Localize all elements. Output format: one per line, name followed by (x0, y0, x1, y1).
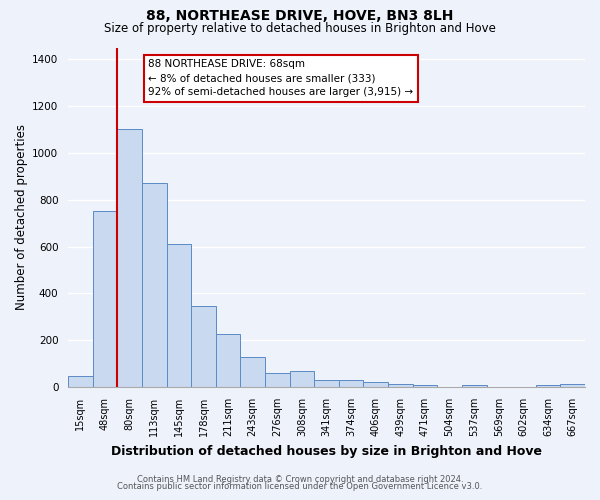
Bar (290, 371, 314, 387)
Y-axis label: Number of detached properties: Number of detached properties (15, 124, 28, 310)
Bar (68, 376, 93, 387)
Bar (314, 380, 339, 387)
Bar (388, 384, 413, 387)
Bar (536, 384, 560, 387)
Bar (265, 374, 290, 387)
Text: Size of property relative to detached houses in Brighton and Hove: Size of property relative to detached ho… (104, 22, 496, 35)
Bar (93, 212, 118, 387)
X-axis label: Distribution of detached houses by size in Brighton and Hove: Distribution of detached houses by size … (111, 444, 542, 458)
Bar (560, 384, 585, 387)
Bar (118, 130, 142, 387)
Text: 88 NORTHEASE DRIVE: 68sqm
← 8% of detached houses are smaller (333)
92% of semi-: 88 NORTHEASE DRIVE: 68sqm ← 8% of detach… (148, 60, 413, 98)
Bar (462, 384, 487, 387)
Text: 88, NORTHEASE DRIVE, HOVE, BN3 8LH: 88, NORTHEASE DRIVE, HOVE, BN3 8LH (146, 9, 454, 23)
Bar (216, 334, 241, 387)
Bar (241, 356, 265, 387)
Bar (339, 380, 364, 387)
Bar (364, 382, 388, 387)
Bar (413, 384, 437, 387)
Text: Contains HM Land Registry data © Crown copyright and database right 2024.: Contains HM Land Registry data © Crown c… (137, 475, 463, 484)
Text: Contains public sector information licensed under the Open Government Licence v3: Contains public sector information licen… (118, 482, 482, 491)
Bar (142, 184, 167, 387)
Bar (167, 244, 191, 387)
Bar (191, 306, 216, 387)
